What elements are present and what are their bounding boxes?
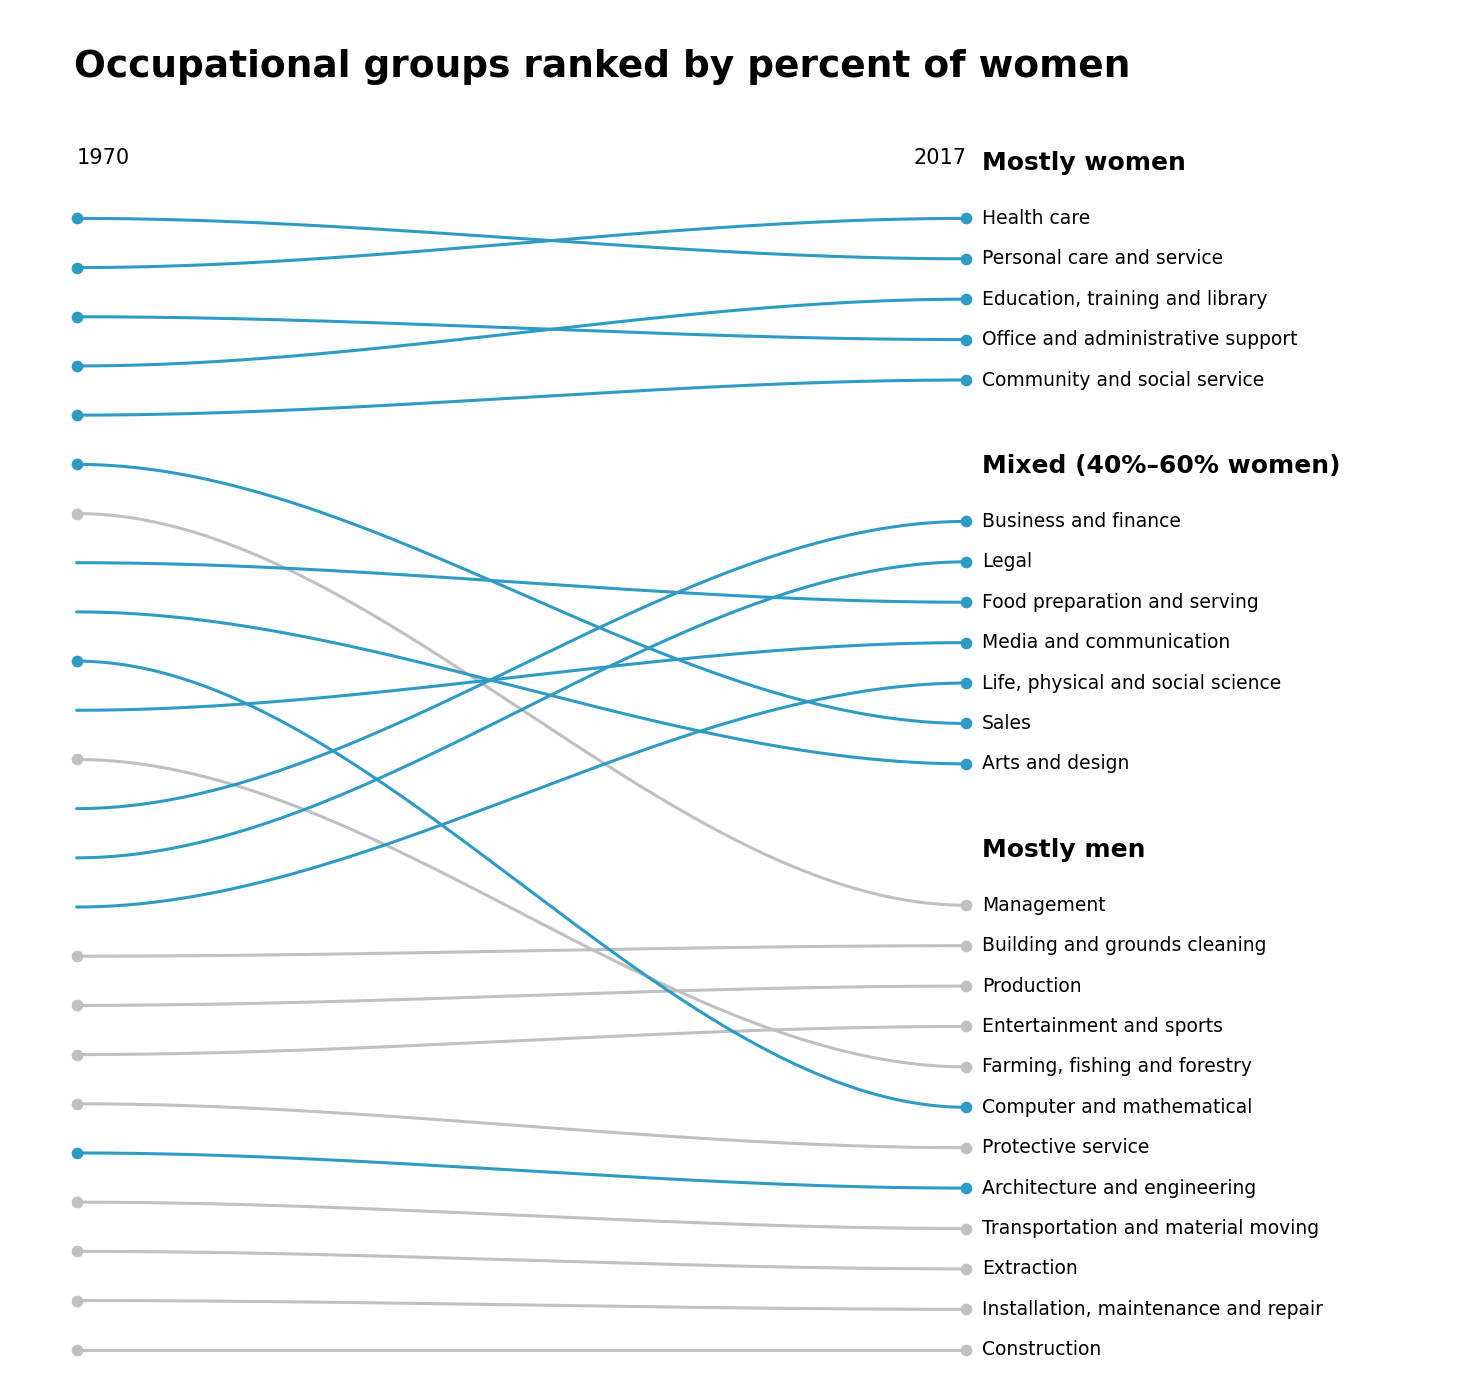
Point [954,1258,978,1280]
Point [954,288,978,310]
Text: Computer and mathematical: Computer and mathematical [982,1097,1252,1117]
Point [65,945,88,967]
Point [65,355,88,377]
Text: Installation, maintenance and repair: Installation, maintenance and repair [982,1300,1323,1319]
Point [954,934,978,956]
Point [65,454,88,476]
Text: Architecture and engineering: Architecture and engineering [982,1178,1257,1198]
Text: Arts and design: Arts and design [982,754,1129,773]
Point [954,712,978,734]
Point [65,306,88,328]
Text: Mostly women: Mostly women [982,151,1186,174]
Text: Farming, fishing and forestry: Farming, fishing and forestry [982,1057,1252,1076]
Point [954,1015,978,1037]
Text: Entertainment and sports: Entertainment and sports [982,1016,1223,1036]
Text: Mostly men: Mostly men [982,838,1145,861]
Point [954,893,978,916]
Text: Protective service: Protective service [982,1138,1150,1157]
Text: Sales: Sales [982,713,1032,733]
Point [65,1339,88,1361]
Text: Office and administrative support: Office and administrative support [982,329,1298,349]
Point [65,1240,88,1262]
Text: Transportation and material moving: Transportation and material moving [982,1219,1319,1238]
Point [954,1136,978,1159]
Point [954,752,978,775]
Text: Community and social service: Community and social service [982,370,1264,389]
Point [65,1191,88,1213]
Point [65,257,88,279]
Point [65,1043,88,1065]
Point [65,1093,88,1115]
Point [65,651,88,673]
Point [954,369,978,391]
Point [65,748,88,771]
Point [954,207,978,229]
Text: Building and grounds cleaning: Building and grounds cleaning [982,937,1267,955]
Point [65,403,88,426]
Point [954,1096,978,1118]
Point [65,207,88,229]
Text: 1970: 1970 [76,148,129,168]
Text: Legal: Legal [982,553,1032,571]
Point [954,247,978,269]
Point [954,1339,978,1361]
Text: Media and communication: Media and communication [982,634,1230,652]
Point [954,328,978,350]
Point [954,550,978,572]
Point [954,511,978,533]
Point [65,994,88,1016]
Text: Extraction: Extraction [982,1259,1078,1279]
Text: Management: Management [982,896,1105,914]
Text: Education, training and library: Education, training and library [982,290,1267,309]
Text: Health care: Health care [982,209,1091,228]
Text: Business and finance: Business and finance [982,512,1180,530]
Text: Occupational groups ranked by percent of women: Occupational groups ranked by percent of… [74,49,1130,85]
Point [954,1055,978,1078]
Text: Construction: Construction [982,1340,1101,1360]
Text: Production: Production [982,977,1082,995]
Text: Life, physical and social science: Life, physical and social science [982,673,1282,692]
Point [954,671,978,694]
Point [65,503,88,525]
Point [954,1217,978,1240]
Text: 2017: 2017 [913,148,966,168]
Text: Mixed (40%–60% women): Mixed (40%–60% women) [982,454,1341,477]
Point [65,1142,88,1164]
Text: Personal care and service: Personal care and service [982,250,1223,268]
Point [954,974,978,997]
Text: Food preparation and serving: Food preparation and serving [982,593,1258,611]
Point [954,631,978,653]
Point [954,1177,978,1199]
Point [65,1290,88,1312]
Point [954,591,978,613]
Point [954,1298,978,1321]
